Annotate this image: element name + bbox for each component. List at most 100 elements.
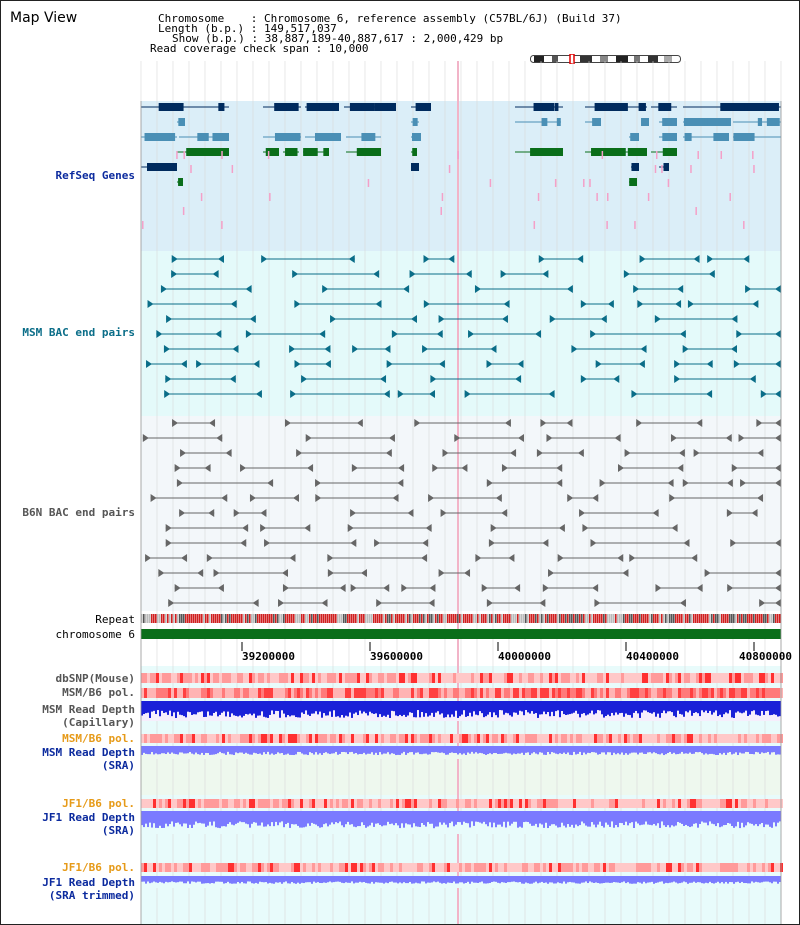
track-label-repeat[interactable]: Repeat [95,613,135,626]
read-depth-bar [163,701,165,713]
track-label-jf1-depth-trimmed[interactable]: JF1 Read Depth [42,876,135,889]
read-depth-bar [485,876,487,884]
track-label-jf1-b6-pol-1[interactable]: JF1/B6 pol. [62,797,135,810]
read-depth-bar [141,701,143,716]
polymorphism-band [219,688,222,698]
repeat-mark [467,614,469,623]
gene-exon [556,118,561,126]
track-label-msm-depth-sra[interactable]: MSM Read Depth [42,746,135,759]
bac-end-marker [454,434,461,442]
bac-end-marker [422,345,429,353]
polymorphism-band [684,863,687,872]
read-depth-bar [425,811,427,827]
repeat-mark [421,614,423,623]
read-depth-bar [743,701,745,713]
polymorphism-band [291,673,294,683]
track-label-jf1-b6-pol-2[interactable]: JF1/B6 pol. [62,861,135,874]
read-depth-bar [239,746,241,753]
polymorphism-band [519,863,522,872]
polymorphism-band [273,734,276,743]
read-coverage-info: Read coverage check span : 10,000 [150,42,369,55]
repeat-mark [171,614,173,623]
read-depth-bar [247,811,249,825]
polymorphism-band [525,863,528,872]
read-depth-bar [505,701,507,713]
polymorphism-band [780,799,783,808]
polymorphism-band [330,688,333,698]
polymorphism-band [690,863,693,872]
polymorphism-band [231,688,234,698]
track-label-msm-b6-pol-1[interactable]: MSM/B6 pol. [62,686,135,699]
polymorphism-band [234,799,237,808]
refseq-marker [367,179,370,187]
polymorphism-band [168,673,171,683]
read-depth-bar [521,811,523,828]
polymorphism-band [432,863,435,872]
repeat-mark [439,614,441,623]
polymorphism-band [252,799,255,808]
polymorphism-band [567,863,570,872]
polymorphism-band [663,863,666,872]
polymorphism-band [252,673,255,683]
bac-end-marker [145,554,152,562]
track-label-msm-depth-capillary[interactable]: MSM Read Depth [42,703,135,716]
polymorphism-band [753,688,756,698]
read-depth-bar [407,701,409,716]
polymorphism-band [531,799,534,808]
polymorphism-band [387,673,390,683]
polymorphism-band [750,688,753,698]
read-depth-bar [359,811,361,827]
repeat-mark [225,614,227,623]
track-label-msm-b6-pol-2[interactable]: MSM/B6 pol. [62,732,135,745]
bac-end-marker [282,569,289,577]
read-depth-bar [187,876,189,882]
refseq-marker [583,179,585,187]
repeat-mark [275,614,277,623]
read-depth-bar [227,701,229,712]
polymorphism-band [243,799,246,808]
bac-end-marker [171,270,178,278]
read-depth-bar [701,746,703,754]
read-depth-bar [327,701,329,716]
read-depth-bar [681,701,683,715]
repeat-mark [621,614,623,623]
track-label-b6n-bac[interactable]: B6N BAC end pairs [22,506,135,519]
read-depth-bar [683,701,685,717]
polymorphism-band [645,799,648,808]
polymorphism-band [246,863,249,872]
read-depth-bar [541,701,543,715]
read-depth-bar [663,746,665,756]
read-depth-bar [627,811,629,826]
refseq-marker [537,193,540,201]
read-depth-bar [361,876,363,883]
read-depth-bar [585,811,587,826]
read-depth-bar [505,746,507,753]
read-depth-bar [217,811,219,828]
read-depth-bar [713,811,715,825]
polymorphism-band [291,799,294,808]
track-label-refseq-genes[interactable]: RefSeq Genes [55,169,135,182]
polymorphism-band [399,863,402,872]
polymorphism-band [234,688,237,698]
polymorphism-band [222,863,225,872]
read-depth-bar [467,876,469,882]
chromosome-ideogram[interactable] [530,54,682,64]
polymorphism-band [384,863,387,872]
track-label-msm-bac[interactable]: MSM BAC end pairs [22,326,135,339]
read-depth-bar [427,746,429,755]
read-depth-bar [663,701,665,711]
polymorphism-band [726,673,729,683]
repeat-mark [627,614,629,623]
track-label-dbsnp[interactable]: dbSNP(Mouse) [55,672,135,685]
read-depth-bar [717,701,719,717]
repeat-mark [223,614,225,623]
repeat-mark [299,614,301,623]
read-depth-bar [735,701,737,713]
read-depth-bar [337,811,339,824]
bac-end-marker [594,599,601,607]
track-label-jf1-depth-sra[interactable]: JF1 Read Depth [42,811,135,824]
read-depth-bar [431,876,433,883]
bac-end-marker [727,584,734,592]
read-depth-bar [539,746,541,753]
